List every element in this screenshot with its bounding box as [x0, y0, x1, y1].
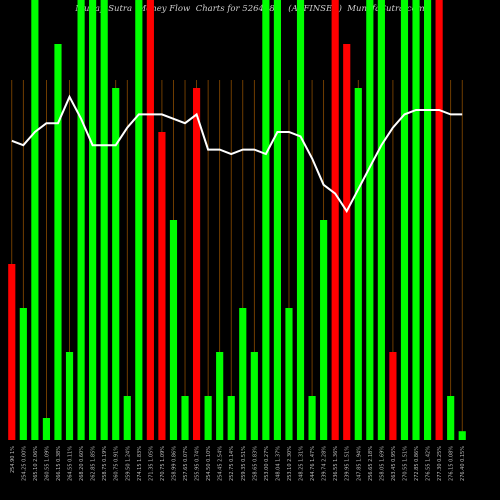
- bar: [458, 431, 466, 440]
- x-tick-label: 271.35 1.05%: [148, 446, 154, 481]
- bar: [54, 44, 62, 440]
- x-tick-label: 260.75 0.91%: [114, 446, 120, 481]
- bar: [19, 308, 27, 440]
- x-tick-label: 253.10 2.30%: [287, 446, 293, 481]
- bar: [192, 88, 201, 440]
- bar: [343, 44, 351, 440]
- bar: [250, 352, 258, 440]
- x-tick-label: 256.65 2.18%: [368, 446, 374, 481]
- bar: [447, 396, 455, 440]
- bar: [423, 0, 432, 440]
- bar: [216, 352, 224, 440]
- bars: [8, 0, 466, 440]
- x-tick-label: 236.55 1.36%: [333, 446, 339, 481]
- bar: [31, 0, 39, 440]
- bar: [77, 0, 85, 440]
- bar: [389, 352, 397, 440]
- x-tick-label: 248.04 1.37%: [275, 446, 281, 481]
- bar: [135, 0, 143, 440]
- x-tick-label: 268.20 0.60%: [79, 446, 85, 481]
- bar: [158, 132, 166, 440]
- x-tick-label: 254.25 0.00%: [21, 446, 27, 481]
- x-tick-label: 276.55 1.42%: [426, 446, 432, 481]
- x-tick-label: 248.25 1.31%: [299, 446, 305, 481]
- x-tick-label: 260.55 1.09%: [44, 446, 50, 481]
- bar: [308, 396, 316, 440]
- x-tick-label: 258.65 0.83%: [252, 446, 258, 481]
- x-tick-label: 265.10 2.06%: [33, 446, 39, 481]
- x-tick-label: 276.15 0.08%: [449, 446, 455, 481]
- x-tick-label: 258.05 1.69%: [379, 446, 385, 481]
- x-tick-label: 259.50 1.24%: [125, 446, 131, 481]
- x-tick-label: 239.95 1.51%: [345, 446, 351, 481]
- x-tick-label: 254.45 2.54%: [218, 446, 224, 481]
- bar: [400, 0, 409, 440]
- x-tick-label: 239.74 2.28%: [322, 446, 328, 481]
- x-tick-label: 277.30 0.25%: [437, 446, 443, 481]
- bar: [89, 0, 97, 440]
- bar: [112, 88, 120, 440]
- x-tick-label: 270.55 1.51%: [402, 446, 408, 481]
- x-tick-label: 247.85 1.94%: [356, 446, 362, 481]
- x-tick-labels: 254.90 1% 254.25 0.00% 265.10 2.06% 260.55 …: [10, 446, 466, 481]
- x-tick-label: 266.15 0.38%: [56, 446, 62, 481]
- bar: [169, 220, 178, 440]
- bar: [273, 0, 282, 440]
- price-line: [11, 94, 463, 214]
- x-tick-label: 262.85 1.85%: [91, 446, 97, 481]
- x-tick-label: 263.45 0.95%: [391, 446, 397, 481]
- x-tick-label: 258.75 0.19%: [102, 446, 108, 481]
- bar: [181, 396, 189, 440]
- x-tick-label: 274.15 1.83%: [137, 446, 143, 481]
- bar: [204, 396, 212, 440]
- x-tick-label: 244.76 1.47%: [310, 446, 316, 481]
- bar: [146, 0, 154, 440]
- bar: [331, 0, 339, 440]
- x-tick-label: 276.40 0.15%: [460, 446, 466, 481]
- x-tick-label: 252.75 0.14%: [229, 446, 235, 481]
- x-tick-label: 258.99 0.86%: [171, 446, 177, 481]
- bar: [320, 220, 328, 440]
- bar: [123, 396, 131, 440]
- bar: [100, 0, 108, 440]
- x-tick-label: 254.50 0.10%: [206, 446, 212, 481]
- bar: [377, 0, 385, 440]
- x-tick-label: 264.55 0.11%: [68, 446, 74, 481]
- x-tick-label: 259.35 0.51%: [241, 446, 247, 481]
- bar: [42, 418, 51, 440]
- x-tick-label: 255.95 0.74%: [195, 446, 201, 481]
- x-tick-label: 254.90 1%: [10, 446, 16, 473]
- bar: [412, 0, 420, 440]
- series-line: [11, 94, 463, 214]
- bar: [8, 264, 16, 440]
- chart-title-right: (AVFINSER) MunafaSutra.com: [288, 4, 425, 14]
- bar: [366, 0, 374, 440]
- bar: [239, 308, 247, 440]
- bar: [227, 396, 235, 440]
- bar: [262, 0, 270, 440]
- bar: [65, 352, 74, 440]
- bar: [296, 0, 305, 440]
- x-tick-label: 253.00 0.27%: [264, 446, 270, 481]
- x-tick-label: 257.65 0.07%: [183, 446, 189, 481]
- bar: [435, 0, 443, 440]
- x-tick-label: 270.75 1.09%: [160, 446, 166, 481]
- bar: [354, 88, 362, 440]
- bar: [285, 308, 293, 440]
- x-tick-label: 272.85 0.86%: [414, 446, 420, 481]
